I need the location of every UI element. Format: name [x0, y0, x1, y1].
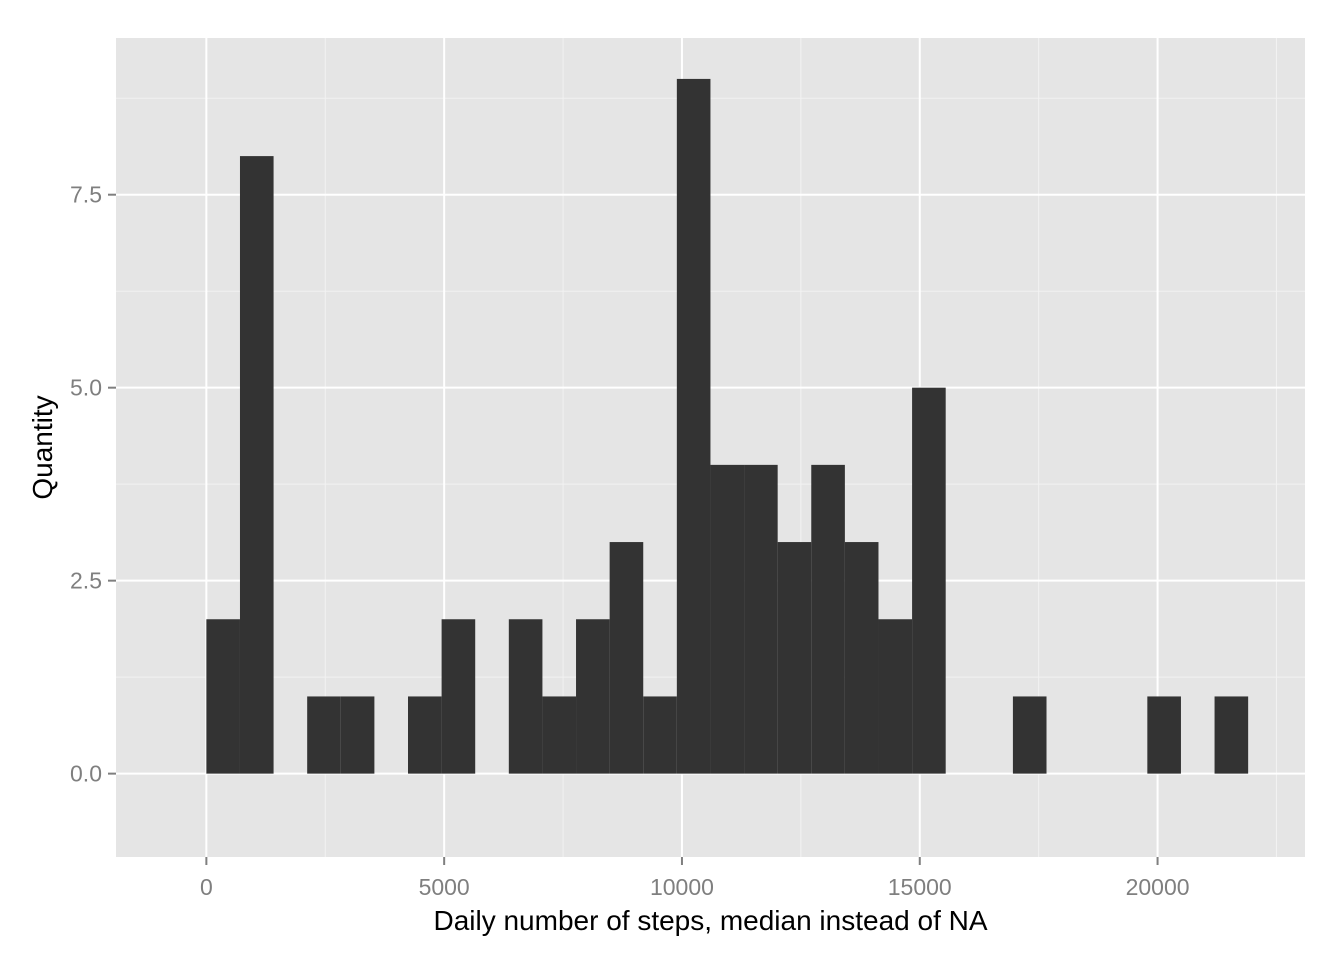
histogram-bar [307, 696, 341, 774]
histogram-bar [441, 619, 476, 774]
histogram-bar [1214, 696, 1249, 774]
x-tick-label: 15000 [888, 874, 952, 900]
x-axis-ticks: 0 5000 10000 15000 20000 [200, 857, 1190, 900]
histogram-bar [676, 78, 711, 774]
histogram-bar [542, 696, 577, 774]
histogram-bar [340, 696, 375, 774]
histogram-bar [576, 619, 610, 774]
histogram-bar [609, 542, 644, 774]
histogram-bar [1012, 696, 1047, 774]
y-tick-label: 0.0 [70, 761, 102, 787]
x-tick-label: 0 [200, 874, 213, 900]
x-tick-label: 10000 [650, 874, 714, 900]
histogram-bar [912, 387, 946, 774]
histogram-bar [239, 156, 274, 774]
histogram-bar [844, 542, 879, 774]
x-axis-title: Daily number of steps, median instead of… [433, 905, 987, 936]
histogram-bar [643, 696, 677, 774]
y-tick-label: 5.0 [70, 375, 102, 401]
histogram-bar [206, 619, 240, 774]
x-tick-label: 20000 [1126, 874, 1190, 900]
y-tick-label: 7.5 [70, 182, 102, 208]
histogram-bar [777, 542, 812, 774]
y-tick-label: 2.5 [70, 568, 102, 594]
histogram-bar [710, 464, 745, 774]
y-axis-ticks: 0.0 2.5 5.0 7.5 [70, 182, 116, 787]
x-tick-label: 5000 [419, 874, 470, 900]
histogram-bar [878, 619, 913, 774]
histogram-bar [811, 464, 845, 774]
histogram-bar [407, 696, 442, 774]
histogram-bar [508, 619, 543, 774]
histogram-bar [744, 464, 778, 774]
histogram-bar [1147, 696, 1181, 774]
histogram-bars [206, 78, 1249, 774]
y-axis-title: Quantity [27, 395, 58, 499]
